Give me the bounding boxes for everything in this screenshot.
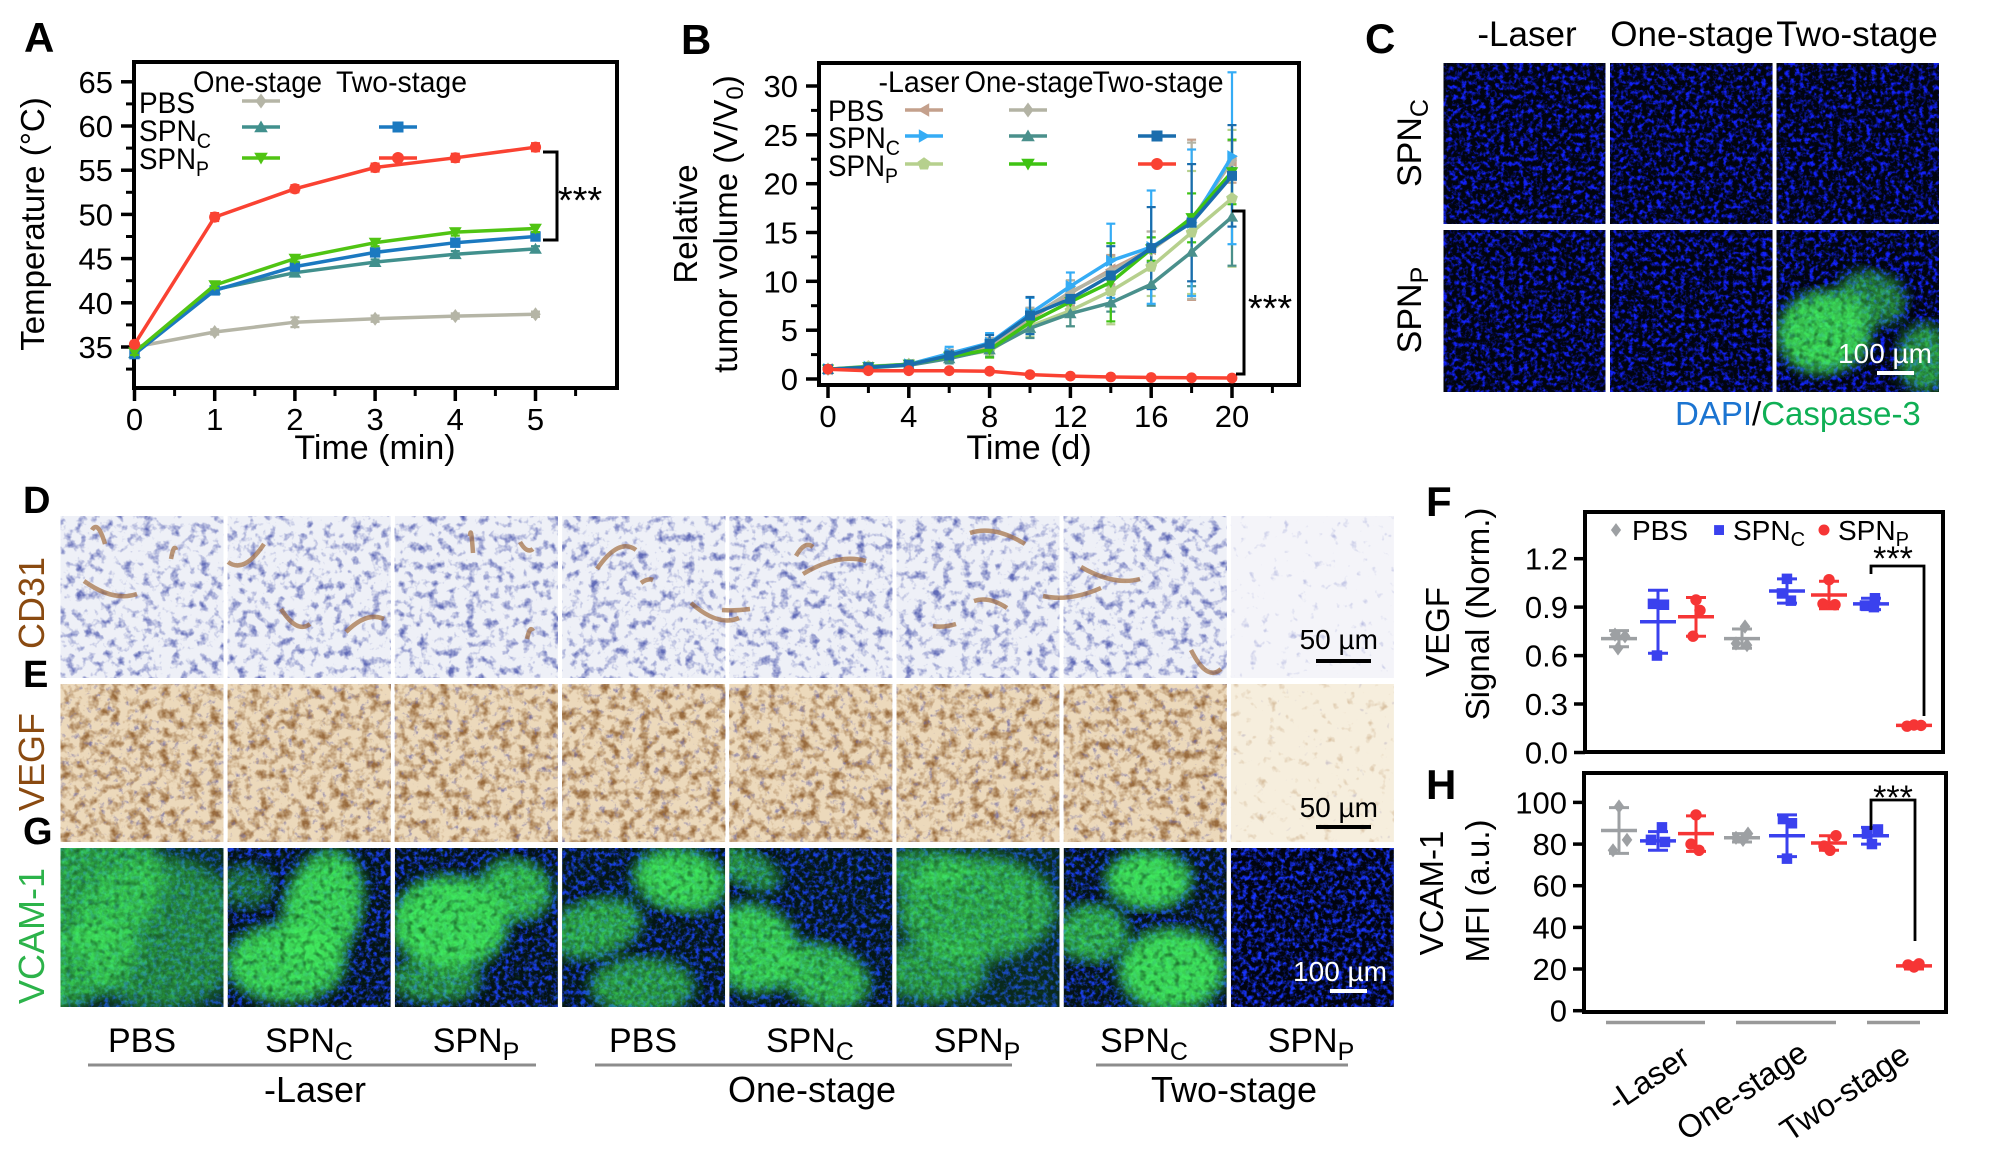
svg-text:***: *** <box>558 180 603 222</box>
svg-text:D: D <box>23 480 50 522</box>
svg-text:50 µm: 50 µm <box>1300 624 1378 655</box>
svg-text:60: 60 <box>1533 869 1567 904</box>
svg-text:***: *** <box>1248 288 1293 330</box>
svg-text:20: 20 <box>764 167 798 202</box>
svg-text:C: C <box>1365 15 1395 62</box>
svg-text:15: 15 <box>764 216 798 251</box>
svg-text:VCAM-1: VCAM-1 <box>11 868 52 1004</box>
svg-text:B: B <box>681 16 711 63</box>
svg-text:Two-stage: Two-stage <box>1776 15 1937 54</box>
svg-text:2: 2 <box>286 402 303 437</box>
svg-text:10: 10 <box>764 264 798 299</box>
svg-text:100: 100 <box>1515 785 1567 820</box>
svg-text:VEGF: VEGF <box>11 713 52 811</box>
svg-text:A: A <box>24 14 54 61</box>
svg-text:VCAM-1: VCAM-1 <box>1413 831 1450 956</box>
svg-text:Signal (Norm.): Signal (Norm.) <box>1459 508 1496 721</box>
svg-text:SPNC: SPNC <box>1100 1022 1188 1066</box>
svg-text:Two-stage: Two-stage <box>1151 1069 1317 1110</box>
svg-text:100 µm: 100 µm <box>1838 338 1932 369</box>
svg-text:-Laser: -Laser <box>879 66 960 99</box>
svg-text:100 µm: 100 µm <box>1293 956 1387 987</box>
svg-text:-Laser: -Laser <box>264 1069 366 1110</box>
svg-text:3: 3 <box>366 402 383 437</box>
svg-text:One-stage: One-stage <box>965 66 1094 99</box>
svg-text:Relative: Relative <box>667 164 704 283</box>
svg-text:20: 20 <box>1533 952 1567 987</box>
svg-text:30: 30 <box>764 69 798 104</box>
svg-text:0.0: 0.0 <box>1525 736 1568 771</box>
svg-text:1.2: 1.2 <box>1525 542 1568 577</box>
svg-text:DAPI/Caspase-3: DAPI/Caspase-3 <box>1675 395 1921 432</box>
svg-text:40: 40 <box>1533 910 1567 945</box>
svg-text:Temperature (°C): Temperature (°C) <box>14 97 51 350</box>
svg-text:PBS: PBS <box>108 1022 176 1060</box>
svg-text:0.6: 0.6 <box>1525 639 1568 674</box>
svg-text:-Laser: -Laser <box>1477 15 1577 54</box>
svg-text:G: G <box>23 811 53 853</box>
svg-text:E: E <box>23 654 48 696</box>
svg-text:50 µm: 50 µm <box>1300 792 1378 823</box>
svg-text:0.3: 0.3 <box>1525 687 1568 722</box>
svg-text:8: 8 <box>981 399 998 434</box>
svg-text:25: 25 <box>764 118 798 153</box>
svg-text:PBS: PBS <box>828 95 884 128</box>
svg-text:55: 55 <box>79 153 113 188</box>
svg-text:0: 0 <box>1550 994 1567 1029</box>
svg-text:12: 12 <box>1053 399 1087 434</box>
svg-text:VEGF: VEGF <box>1419 587 1456 677</box>
svg-text:One-stage: One-stage <box>728 1069 896 1110</box>
svg-text:0: 0 <box>781 362 798 397</box>
svg-text:One-stage: One-stage <box>1610 15 1773 54</box>
svg-text:tumor volume (V/V0): tumor volume (V/V0) <box>707 75 749 373</box>
svg-text:65: 65 <box>79 65 113 100</box>
svg-text:5: 5 <box>527 402 544 437</box>
svg-text:40: 40 <box>79 286 113 321</box>
svg-text:Time (d): Time (d) <box>966 429 1091 467</box>
svg-text:MFI (a.u.): MFI (a.u.) <box>1459 819 1496 962</box>
svg-text:Two-stage: Two-stage <box>1093 66 1224 99</box>
svg-text:F: F <box>1426 478 1452 525</box>
svg-text:SPNP: SPNP <box>1838 515 1909 551</box>
svg-text:Two-stage: Two-stage <box>336 66 467 99</box>
svg-text:35: 35 <box>79 330 113 365</box>
svg-text:H: H <box>1426 761 1456 808</box>
svg-text:60: 60 <box>79 109 113 144</box>
svg-text:PBS: PBS <box>609 1022 677 1060</box>
svg-text:***: *** <box>1873 779 1913 817</box>
svg-text:80: 80 <box>1533 827 1567 862</box>
svg-text:0: 0 <box>126 402 143 437</box>
svg-text:Time (min): Time (min) <box>294 429 455 467</box>
svg-text:0.9: 0.9 <box>1525 590 1568 625</box>
svg-text:***: *** <box>1873 540 1913 578</box>
svg-text:16: 16 <box>1134 399 1168 434</box>
svg-text:5: 5 <box>781 313 798 348</box>
svg-text:4: 4 <box>447 402 464 437</box>
svg-text:1: 1 <box>206 402 223 437</box>
svg-text:45: 45 <box>79 242 113 277</box>
svg-text:50: 50 <box>79 197 113 232</box>
svg-text:One-stage: One-stage <box>193 66 322 99</box>
svg-text:4: 4 <box>900 399 917 434</box>
svg-text:PBS: PBS <box>1632 515 1688 546</box>
svg-text:20: 20 <box>1215 399 1249 434</box>
svg-text:PBS: PBS <box>139 87 195 120</box>
svg-text:0: 0 <box>819 399 836 434</box>
svg-text:CD31: CD31 <box>11 557 52 649</box>
